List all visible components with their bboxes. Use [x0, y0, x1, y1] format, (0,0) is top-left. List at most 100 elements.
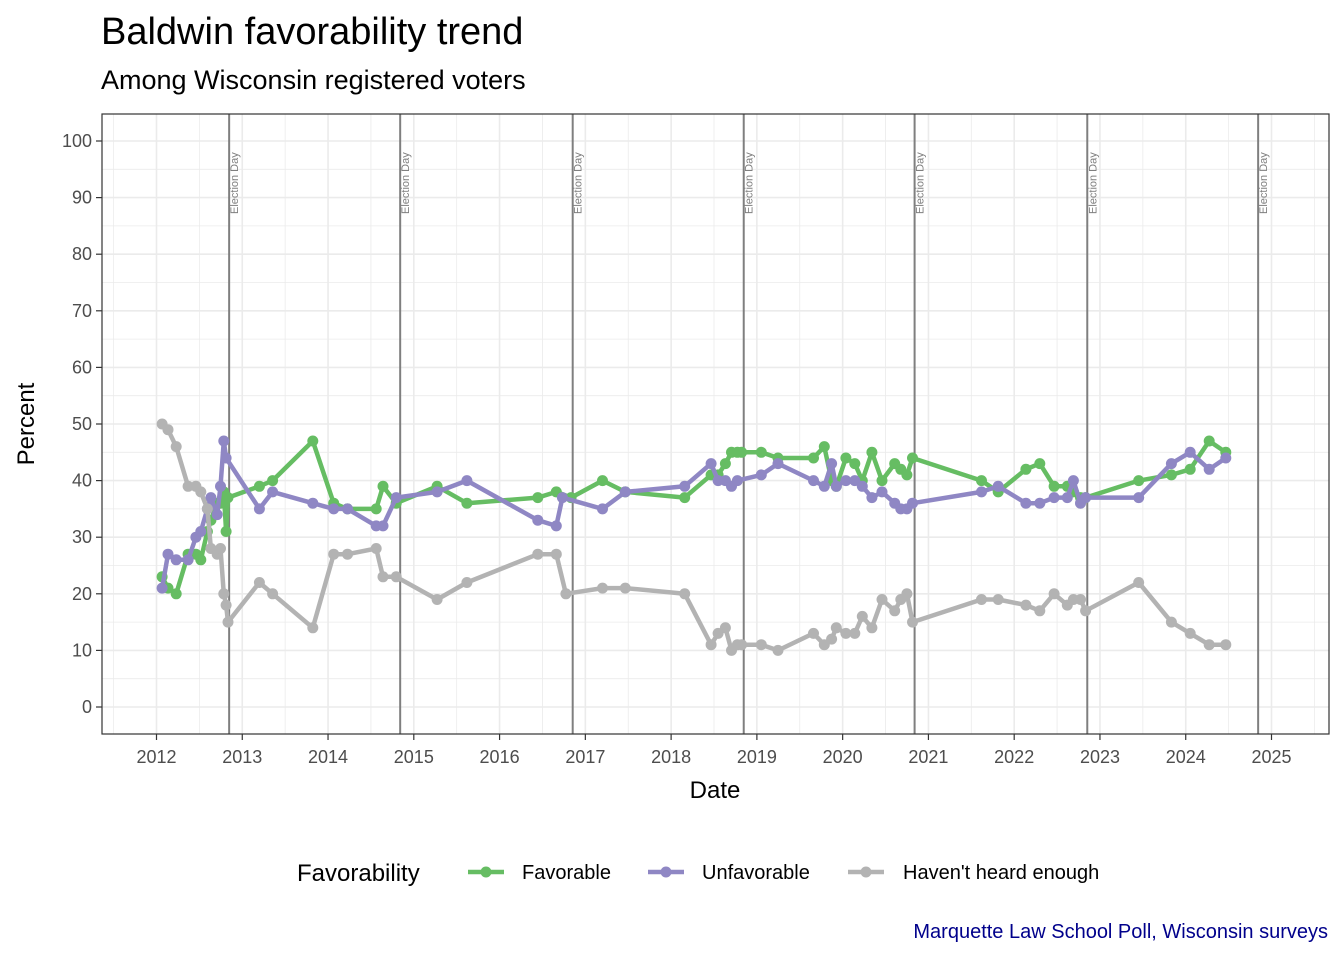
data-point [461, 475, 473, 487]
data-point [1133, 475, 1145, 487]
data-point [1184, 446, 1196, 458]
x-tick-label: 2020 [823, 747, 863, 767]
data-point [377, 571, 389, 583]
y-axis-title: Percent [13, 382, 40, 465]
y-tick-label: 60 [72, 357, 92, 377]
data-point [1220, 452, 1232, 464]
data-point [840, 627, 852, 639]
data-point [1203, 463, 1215, 475]
y-tick-label: 50 [72, 414, 92, 434]
data-point [195, 526, 207, 537]
data-point [731, 475, 743, 487]
data-point [830, 480, 842, 492]
data-point [597, 503, 608, 515]
data-point [597, 475, 608, 487]
election-day-label: Election Day [915, 152, 927, 214]
data-point [156, 582, 168, 594]
data-point [307, 622, 319, 634]
data-point [307, 435, 319, 447]
data-point [532, 548, 544, 560]
legend-label: Unfavorable [702, 862, 810, 884]
data-point [182, 480, 194, 492]
data-point [719, 458, 731, 470]
x-tick-label: 2025 [1251, 747, 1291, 767]
data-point [550, 520, 562, 532]
x-tick-label: 2017 [565, 747, 605, 767]
data-point [830, 622, 842, 634]
data-point [1133, 577, 1145, 588]
data-point [679, 588, 691, 600]
data-point [218, 588, 230, 600]
data-point [889, 605, 901, 617]
data-point [170, 441, 182, 453]
y-tick-label: 100 [62, 131, 92, 151]
data-point [705, 639, 717, 651]
data-point [342, 503, 353, 515]
data-point [162, 424, 174, 436]
data-point [856, 610, 868, 622]
data-point [1184, 463, 1196, 475]
data-point [431, 486, 443, 498]
data-point [772, 458, 784, 470]
data-point [808, 627, 819, 639]
election-day-label: Election Day [1258, 152, 1270, 214]
data-point [370, 543, 382, 554]
chart-subtitle: Among Wisconsin registered voters [101, 65, 526, 95]
y-tick-label: 90 [72, 188, 92, 208]
data-point [377, 480, 389, 492]
data-point [876, 594, 888, 605]
data-point [461, 497, 473, 509]
data-point [901, 469, 913, 481]
data-point [267, 486, 279, 498]
data-point [976, 475, 987, 487]
data-point [182, 554, 194, 566]
data-point [220, 599, 232, 611]
data-point [866, 492, 878, 504]
data-point [1048, 588, 1060, 600]
data-point [1165, 616, 1177, 628]
data-point [1184, 627, 1196, 639]
series-line [159, 421, 1229, 653]
data-point [342, 548, 353, 560]
data-point [976, 486, 987, 498]
data-point [195, 486, 207, 498]
data-point [876, 475, 888, 487]
data-point [1220, 639, 1232, 651]
data-point [856, 480, 868, 492]
election-day-label: Election Day [573, 152, 585, 214]
election-day-label: Election Day [1087, 152, 1099, 214]
data-point [818, 441, 830, 453]
data-point [220, 452, 232, 464]
data-point [1080, 605, 1092, 617]
x-tick-label: 2021 [908, 747, 948, 767]
data-point [840, 452, 852, 464]
data-series [156, 418, 1232, 656]
data-point [736, 446, 748, 458]
data-point [205, 492, 217, 504]
data-point [907, 452, 918, 464]
data-point [370, 503, 382, 515]
data-point [218, 435, 230, 447]
chart-caption: Marquette Law School Poll, Wisconsin sur… [913, 921, 1328, 943]
data-point [826, 458, 838, 470]
data-point [755, 446, 767, 458]
data-point [1067, 475, 1079, 487]
data-point [597, 582, 608, 594]
data-point [866, 446, 878, 458]
data-point [755, 639, 767, 651]
data-point [1020, 599, 1032, 611]
data-point [1165, 469, 1177, 481]
legend-key-point [660, 866, 672, 878]
data-point [901, 588, 913, 600]
data-point [307, 497, 319, 509]
data-point [992, 480, 1004, 492]
data-point [876, 486, 888, 498]
data-point [840, 475, 852, 487]
series-line [159, 438, 1229, 597]
data-point [1034, 458, 1046, 470]
data-point [976, 594, 987, 605]
data-point [619, 582, 631, 594]
data-point [1048, 492, 1060, 504]
data-point [1034, 497, 1046, 509]
